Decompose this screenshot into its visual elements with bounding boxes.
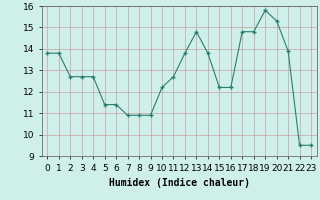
X-axis label: Humidex (Indice chaleur): Humidex (Indice chaleur)	[109, 178, 250, 188]
